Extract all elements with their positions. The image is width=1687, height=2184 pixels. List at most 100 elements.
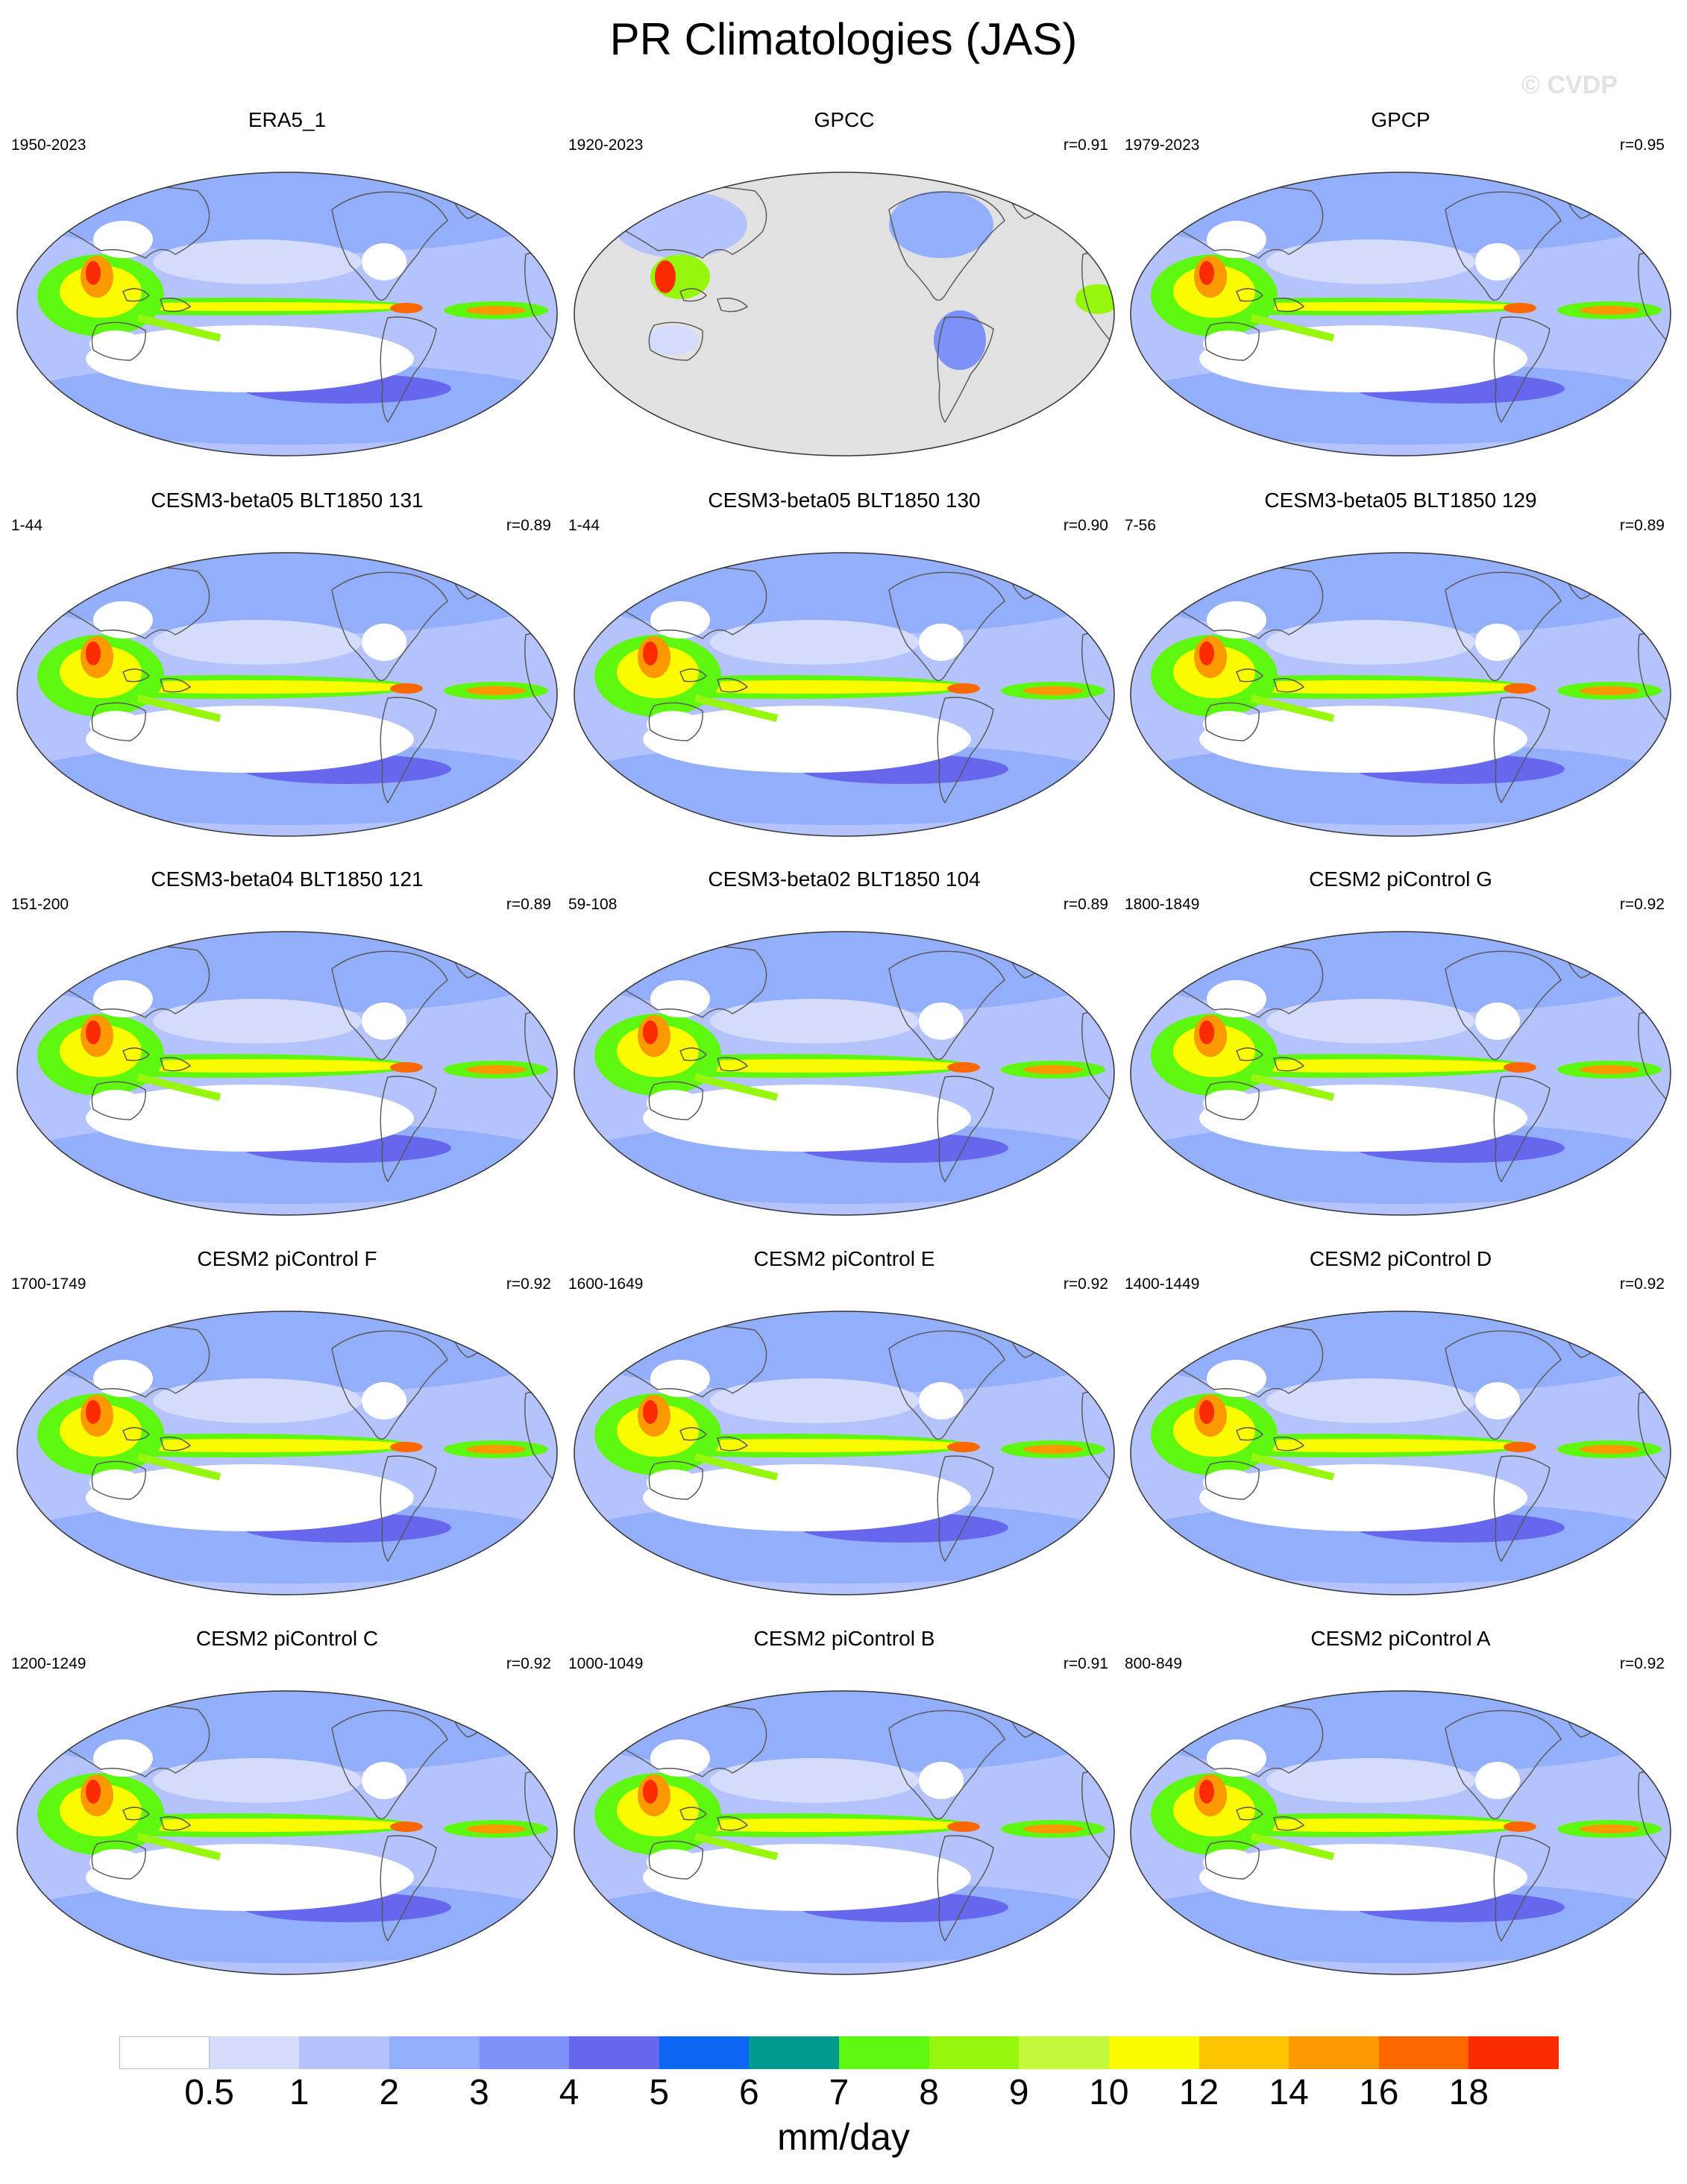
panel-period: 1700-1749 (11, 1275, 87, 1293)
map-border (574, 1690, 1115, 1975)
asia-dry-zone (650, 1739, 710, 1777)
precip-map (574, 1690, 1115, 1975)
monsoon-red-peak (643, 641, 658, 665)
north-america-outline (1445, 1710, 1562, 1820)
australia-outline (1204, 321, 1260, 361)
map-border (16, 552, 558, 837)
panel-pattern-correlation: r=0.95 (1619, 136, 1665, 154)
panel-title: CESM3-beta04 BLT1850 121 (151, 867, 424, 891)
map-panel: GPCP 1979-2023 r=0.95 (1125, 108, 1677, 466)
borneo-outline (1236, 1047, 1263, 1061)
colorbar-tick-label: 12 (1178, 2073, 1219, 2112)
monsoon-red-peak (1199, 1780, 1214, 1804)
colorbar-tick-label: 4 (559, 2073, 579, 2112)
asia-dry-zone (650, 980, 710, 1017)
colorbar-tick-label: 2 (379, 2073, 400, 2112)
north-america-dry-zone (362, 1382, 406, 1419)
colorbar-swatch (389, 2036, 480, 2069)
australia-dry-zone (1203, 1090, 1255, 1117)
australia-outline (648, 321, 703, 361)
new-guinea-outline (160, 298, 192, 313)
north-pacific-dry-zone (153, 1758, 362, 1803)
north-pacific-dry-zone (1266, 620, 1475, 665)
borneo-outline (1236, 1427, 1263, 1441)
colorbar-tick-label: 6 (739, 2073, 759, 2112)
colorbar-tick-label: 10 (1089, 2073, 1129, 2112)
itcz-east-peak (947, 683, 980, 694)
panel-period: 1800-1849 (1125, 896, 1200, 913)
australia-outline (91, 702, 146, 741)
borneo-outline (679, 1807, 707, 1821)
north-america-dry-zone (919, 624, 964, 661)
panel-title: CESM3-beta05 BLT1850 131 (151, 489, 424, 512)
borneo-outline (1236, 288, 1263, 302)
map-panel: CESM2 piControl C 1200-1249 r=0.92 (11, 1627, 563, 1985)
south-pacific-convergence (1250, 1453, 1335, 1481)
atlantic-itcz-orange (1580, 306, 1639, 315)
australia-dry-zone (89, 1849, 142, 1876)
africa-land-precip (1075, 284, 1114, 314)
panel-period: 1400-1449 (1125, 1275, 1200, 1293)
north-pacific-dry-zone (1266, 1378, 1475, 1423)
north-america-dry-zone (1475, 1762, 1520, 1799)
panel-pattern-correlation: r=0.92 (506, 1655, 551, 1672)
south-america-outline (380, 697, 437, 804)
north-america-outline (1445, 950, 1562, 1061)
atlantic-itcz-orange (1023, 1065, 1083, 1074)
south-pacific-convergence (1250, 314, 1335, 342)
australia-outline (648, 1081, 703, 1120)
atlantic-itcz-orange (1580, 686, 1639, 695)
south-america-outline (937, 1455, 994, 1563)
south-america-outline (937, 1076, 994, 1183)
map-panel: CESM2 piControl A 800-849 r=0.92 (1125, 1627, 1677, 1985)
itcz-east-peak (1504, 1442, 1536, 1452)
map-border (1130, 552, 1671, 837)
monsoon-red-peak (643, 1020, 658, 1044)
colorbar-swatch (749, 2036, 839, 2069)
monsoon-red-peak (86, 1020, 101, 1044)
panel-pattern-correlation: r=0.92 (1619, 1655, 1665, 1672)
asia-dry-zone (93, 1739, 153, 1777)
map-border (574, 172, 1115, 456)
panel-title: GPCC (814, 108, 875, 131)
asia-dry-zone (1207, 601, 1266, 638)
colorbar-swatch (1108, 2036, 1199, 2069)
map-panel: CESM2 piControl B 1000-1049 r=0.91 (568, 1627, 1120, 1985)
itcz-yellow (86, 302, 414, 311)
itcz-yellow (1199, 680, 1527, 694)
north-america-outline (1445, 191, 1562, 301)
south-pacific-convergence (694, 1453, 779, 1481)
australia-outline (648, 702, 703, 741)
colorbar-tick-label: 7 (829, 2073, 849, 2112)
panel-pattern-correlation: r=0.89 (1063, 896, 1108, 913)
north-america-outline (1445, 571, 1562, 682)
south-america-outline (380, 1455, 437, 1563)
southeast-pacific-dry-zone (1199, 1464, 1527, 1531)
precip-map (16, 552, 558, 837)
precip-map (1130, 931, 1671, 1216)
monsoon-red-peak (86, 641, 101, 665)
panel-period: 1200-1249 (11, 1655, 87, 1672)
colorbar-swatch (209, 2036, 300, 2069)
panel-period: 1-44 (11, 517, 43, 534)
north-pacific-dry-zone (1266, 999, 1475, 1044)
new-guinea-outline (1273, 678, 1305, 693)
australia-dry-zone (89, 711, 142, 738)
map-border (574, 931, 1115, 1216)
north-america-outline (888, 950, 1005, 1061)
north-america-outline (331, 1330, 448, 1440)
asia-dry-zone (93, 1360, 153, 1397)
southeast-pacific-dry-zone (86, 325, 414, 392)
precip-map (1130, 172, 1671, 456)
colorbar-tick-label: 8 (919, 2073, 939, 2112)
south-pacific-convergence (136, 1453, 222, 1481)
north-america-dry-zone (919, 1382, 964, 1419)
precip-map (574, 552, 1115, 837)
south-pacific-convergence (694, 1833, 779, 1860)
north-pacific-dry-zone (710, 999, 919, 1044)
south-pacific-convergence (1250, 1833, 1335, 1860)
southeast-pacific-dry-zone (643, 706, 971, 773)
map-panel: CESM3-beta05 BLT1850 130 1-44 r=0.90 (568, 489, 1120, 847)
australia-outline (91, 1460, 146, 1500)
colorbar-tick-label: 5 (649, 2073, 670, 2112)
